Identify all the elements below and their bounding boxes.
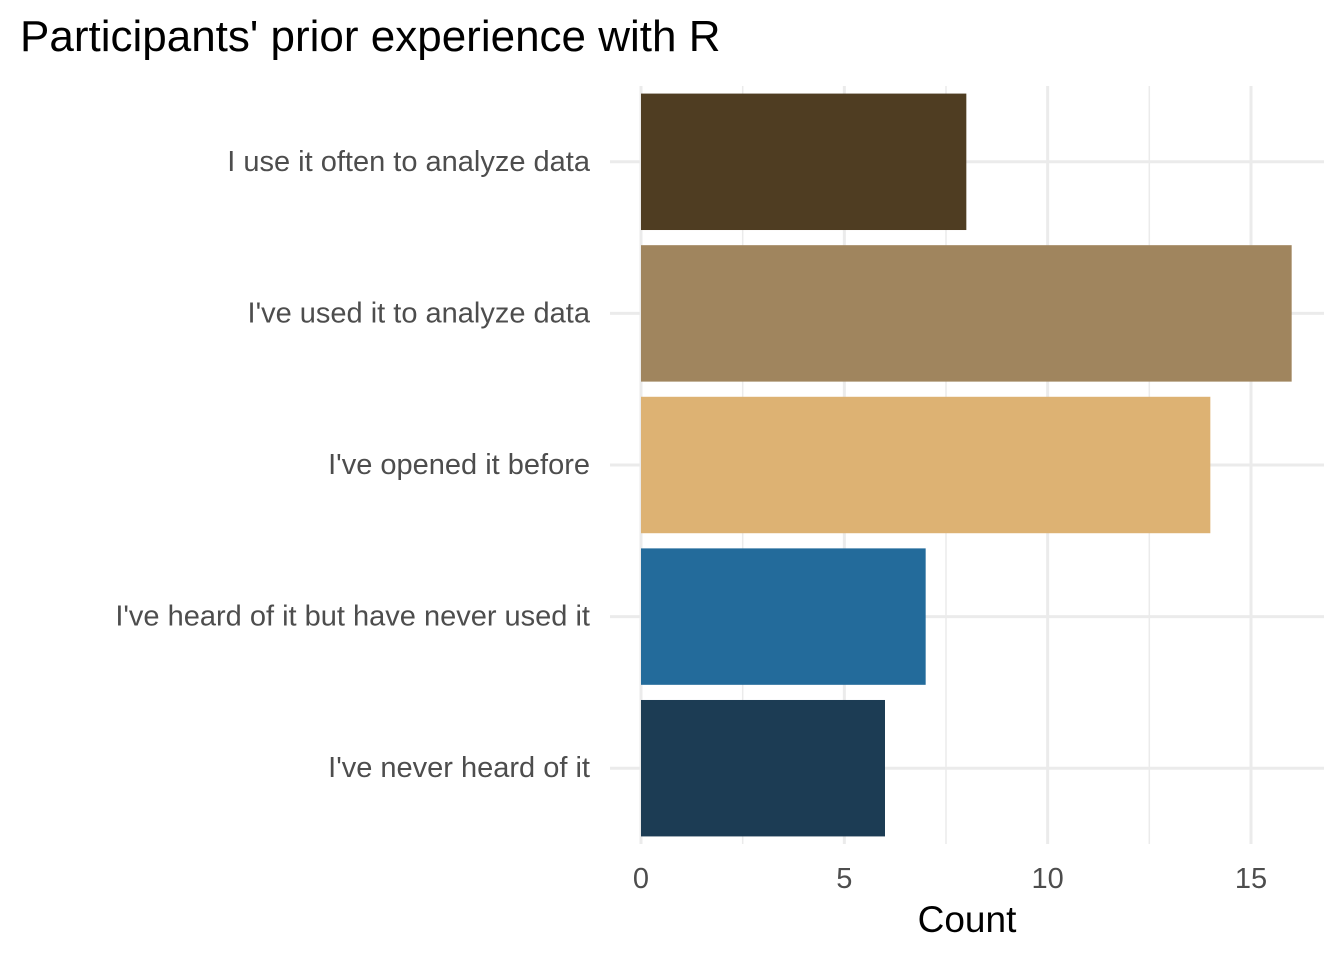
x-tick-label: 10 xyxy=(1032,863,1064,895)
x-tick-label: 15 xyxy=(1235,863,1267,895)
bar xyxy=(641,396,1211,534)
x-axis-title: Count xyxy=(918,899,1017,940)
bar xyxy=(641,245,1292,382)
category-label: I've opened it before xyxy=(328,449,590,481)
category-label: I've heard of it but have never used it xyxy=(115,601,590,633)
bar xyxy=(641,548,926,685)
category-labels: I use it often to analyze data I've used … xyxy=(115,146,591,784)
category-label: I use it often to analyze data xyxy=(227,146,591,178)
x-tick-labels: 0 5 10 15 xyxy=(633,863,1267,895)
x-tick-label: 0 xyxy=(633,863,649,895)
x-tick-label: 5 xyxy=(836,863,852,895)
bars-group xyxy=(641,93,1292,837)
chart-title: Participants' prior experience with R xyxy=(20,12,721,61)
bar xyxy=(641,699,885,837)
category-label: I've never heard of it xyxy=(328,752,590,784)
category-label: I've used it to analyze data xyxy=(248,297,591,329)
bar xyxy=(641,93,967,231)
